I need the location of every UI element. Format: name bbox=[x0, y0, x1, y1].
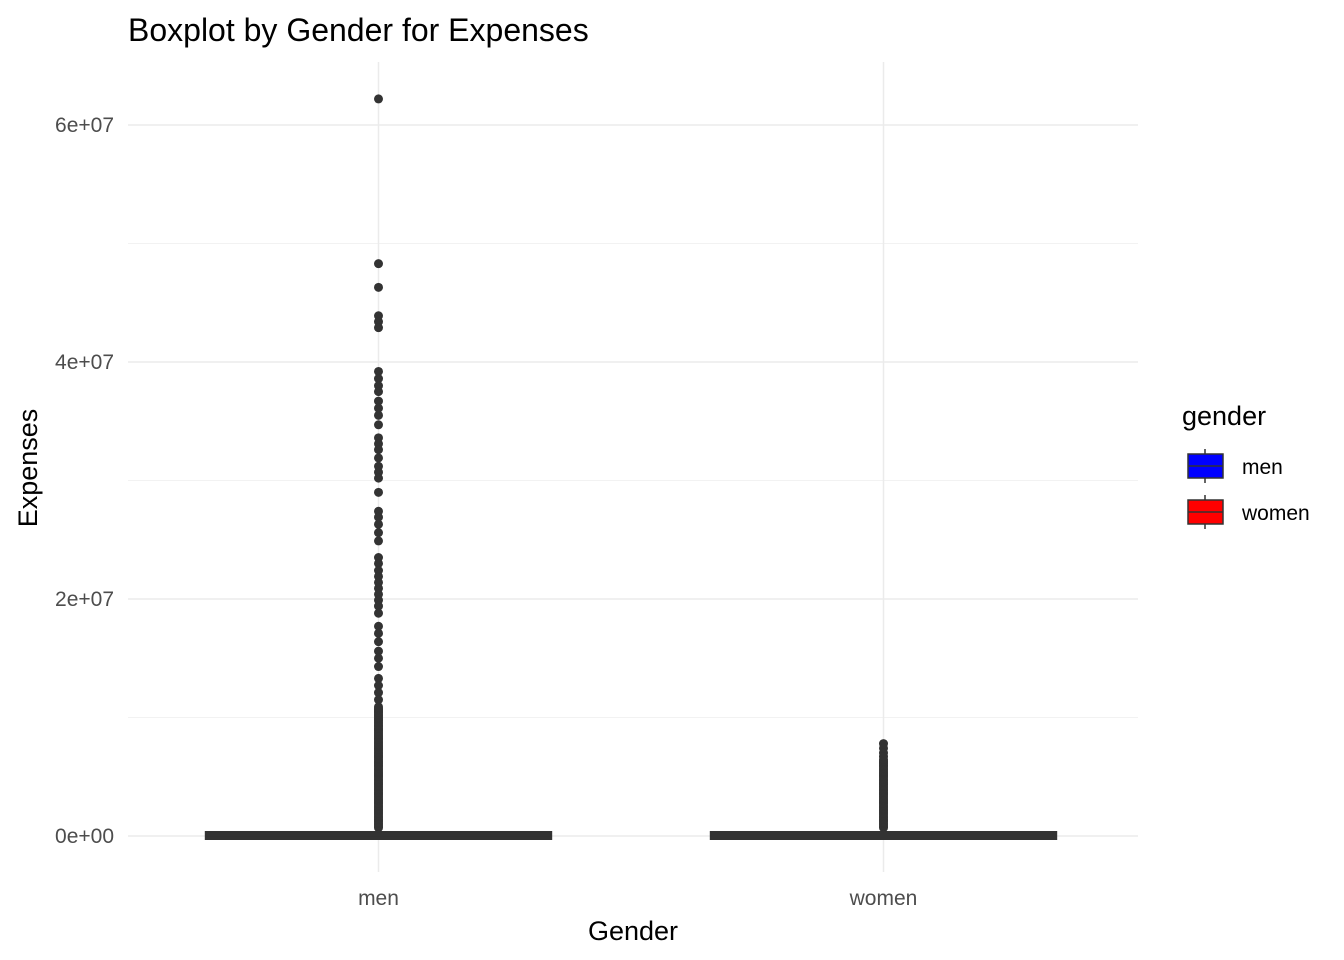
outlier-point bbox=[374, 94, 383, 104]
chart-title: Boxplot by Gender for Expenses bbox=[128, 12, 589, 48]
outlier-point bbox=[374, 487, 383, 497]
outlier-point bbox=[374, 601, 383, 611]
legend-key-women bbox=[1187, 495, 1224, 529]
outlier-point bbox=[374, 410, 383, 420]
outlier-point bbox=[374, 621, 383, 631]
outliers bbox=[374, 94, 888, 833]
outlier-point bbox=[374, 323, 383, 333]
outlier-point bbox=[374, 445, 383, 455]
outliers-men bbox=[374, 94, 383, 833]
outlier-point bbox=[374, 473, 383, 483]
y-tick-label: 4e+07 bbox=[55, 351, 114, 374]
legend-label: women bbox=[1241, 502, 1310, 525]
outlier-point bbox=[374, 528, 383, 538]
outlier-point bbox=[374, 662, 383, 672]
legend-title: gender bbox=[1182, 401, 1266, 431]
outlier-point bbox=[374, 536, 383, 546]
outlier-point bbox=[374, 259, 383, 269]
outlier-point bbox=[374, 558, 383, 568]
outlier-point bbox=[879, 752, 888, 762]
outlier-point bbox=[374, 453, 383, 463]
outlier-point bbox=[374, 653, 383, 663]
outlier-point bbox=[374, 628, 383, 638]
outlier-point bbox=[374, 637, 383, 647]
outlier-point bbox=[374, 282, 383, 292]
x-tick-label: women bbox=[849, 887, 918, 910]
legend-label: men bbox=[1242, 456, 1283, 479]
legend: gender men women bbox=[1182, 401, 1310, 529]
outliers-women bbox=[879, 739, 888, 833]
outlier-point bbox=[374, 519, 383, 529]
outlier-point bbox=[374, 702, 383, 712]
y-tick-label: 6e+07 bbox=[55, 114, 114, 137]
y-tick-labels: 0e+00 2e+07 4e+07 6e+07 bbox=[55, 114, 114, 848]
outlier-point bbox=[374, 512, 383, 522]
outlier-point bbox=[374, 673, 383, 683]
legend-key-men bbox=[1187, 449, 1224, 483]
outlier-point bbox=[374, 387, 383, 397]
outlier-point bbox=[374, 681, 383, 691]
y-tick-label: 2e+07 bbox=[55, 588, 114, 611]
x-tick-labels: men women bbox=[358, 887, 917, 910]
outlier-point bbox=[374, 688, 383, 698]
outlier-point bbox=[374, 695, 383, 705]
y-tick-label: 0e+00 bbox=[55, 825, 114, 848]
x-axis-title: Gender bbox=[588, 916, 678, 946]
outlier-point bbox=[374, 403, 383, 413]
outlier-point bbox=[374, 366, 383, 376]
outlier-point bbox=[374, 608, 383, 618]
box-women bbox=[709, 830, 1058, 840]
x-tick-label: men bbox=[358, 887, 399, 910]
outlier-point bbox=[374, 420, 383, 430]
outlier-point bbox=[374, 396, 383, 406]
boxes bbox=[204, 828, 1058, 840]
outlier-point bbox=[374, 374, 383, 384]
box-men bbox=[204, 828, 553, 840]
grid-lines bbox=[128, 62, 1138, 872]
outlier-point bbox=[374, 646, 383, 656]
y-axis-title: Expenses bbox=[13, 409, 43, 528]
